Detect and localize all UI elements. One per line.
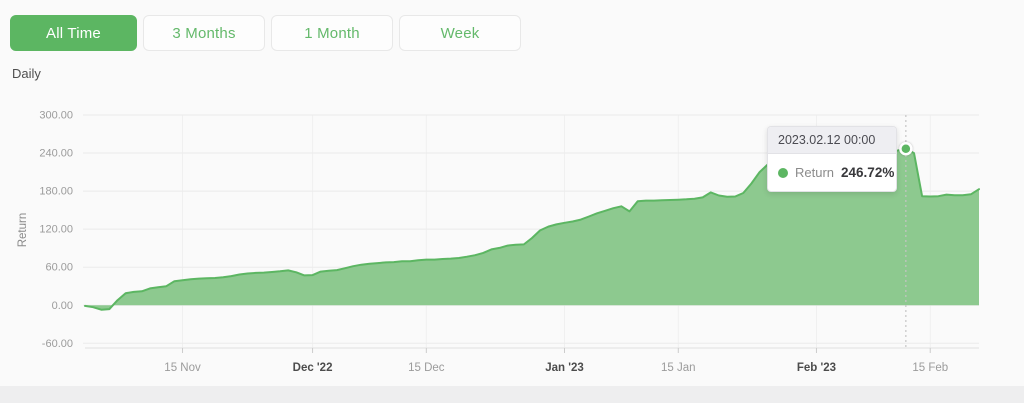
return-area-fill — [85, 148, 979, 310]
hover-point-marker — [899, 142, 913, 156]
y-tick-label: -60.00 — [42, 338, 73, 350]
y-tick-label: 120.00 — [39, 224, 73, 236]
page-bottom-strip — [0, 386, 1024, 403]
week-button[interactable]: Week — [399, 15, 521, 51]
y-tick-label: 300.00 — [39, 110, 73, 122]
chart-tooltip: 2023.02.12 00:00 Return 246.72% — [767, 126, 897, 192]
one-month-button[interactable]: 1 Month — [271, 15, 393, 51]
three-months-button[interactable]: 3 Months — [143, 15, 265, 51]
y-tick-label: 180.00 — [39, 186, 73, 198]
x-tick-label: Jan '23 — [545, 362, 584, 374]
y-axis-title: Return — [17, 213, 29, 248]
tooltip-date: 2023.02.12 00:00 — [768, 127, 896, 154]
y-tick-label: 60.00 — [45, 262, 73, 274]
time-range-button-group: All Time 3 Months 1 Month Week — [10, 15, 521, 51]
tooltip-value: 246.72% — [841, 165, 895, 180]
all-time-button[interactable]: All Time — [10, 15, 137, 51]
y-tick-label: 0.00 — [52, 300, 73, 312]
x-tick-label: Feb '23 — [797, 362, 836, 374]
series-dot-icon — [778, 167, 788, 178]
x-tick-label: Dec '22 — [293, 362, 333, 374]
frequency-label: Daily — [12, 66, 41, 81]
x-tick-label: 15 Jan — [661, 362, 696, 374]
x-tick-label: 15 Feb — [912, 362, 948, 374]
y-tick-label: 240.00 — [39, 148, 73, 160]
tooltip-series-label: Return — [795, 165, 835, 180]
x-tick-label: 15 Nov — [164, 362, 201, 374]
x-tick-label: 15 Dec — [408, 362, 445, 374]
